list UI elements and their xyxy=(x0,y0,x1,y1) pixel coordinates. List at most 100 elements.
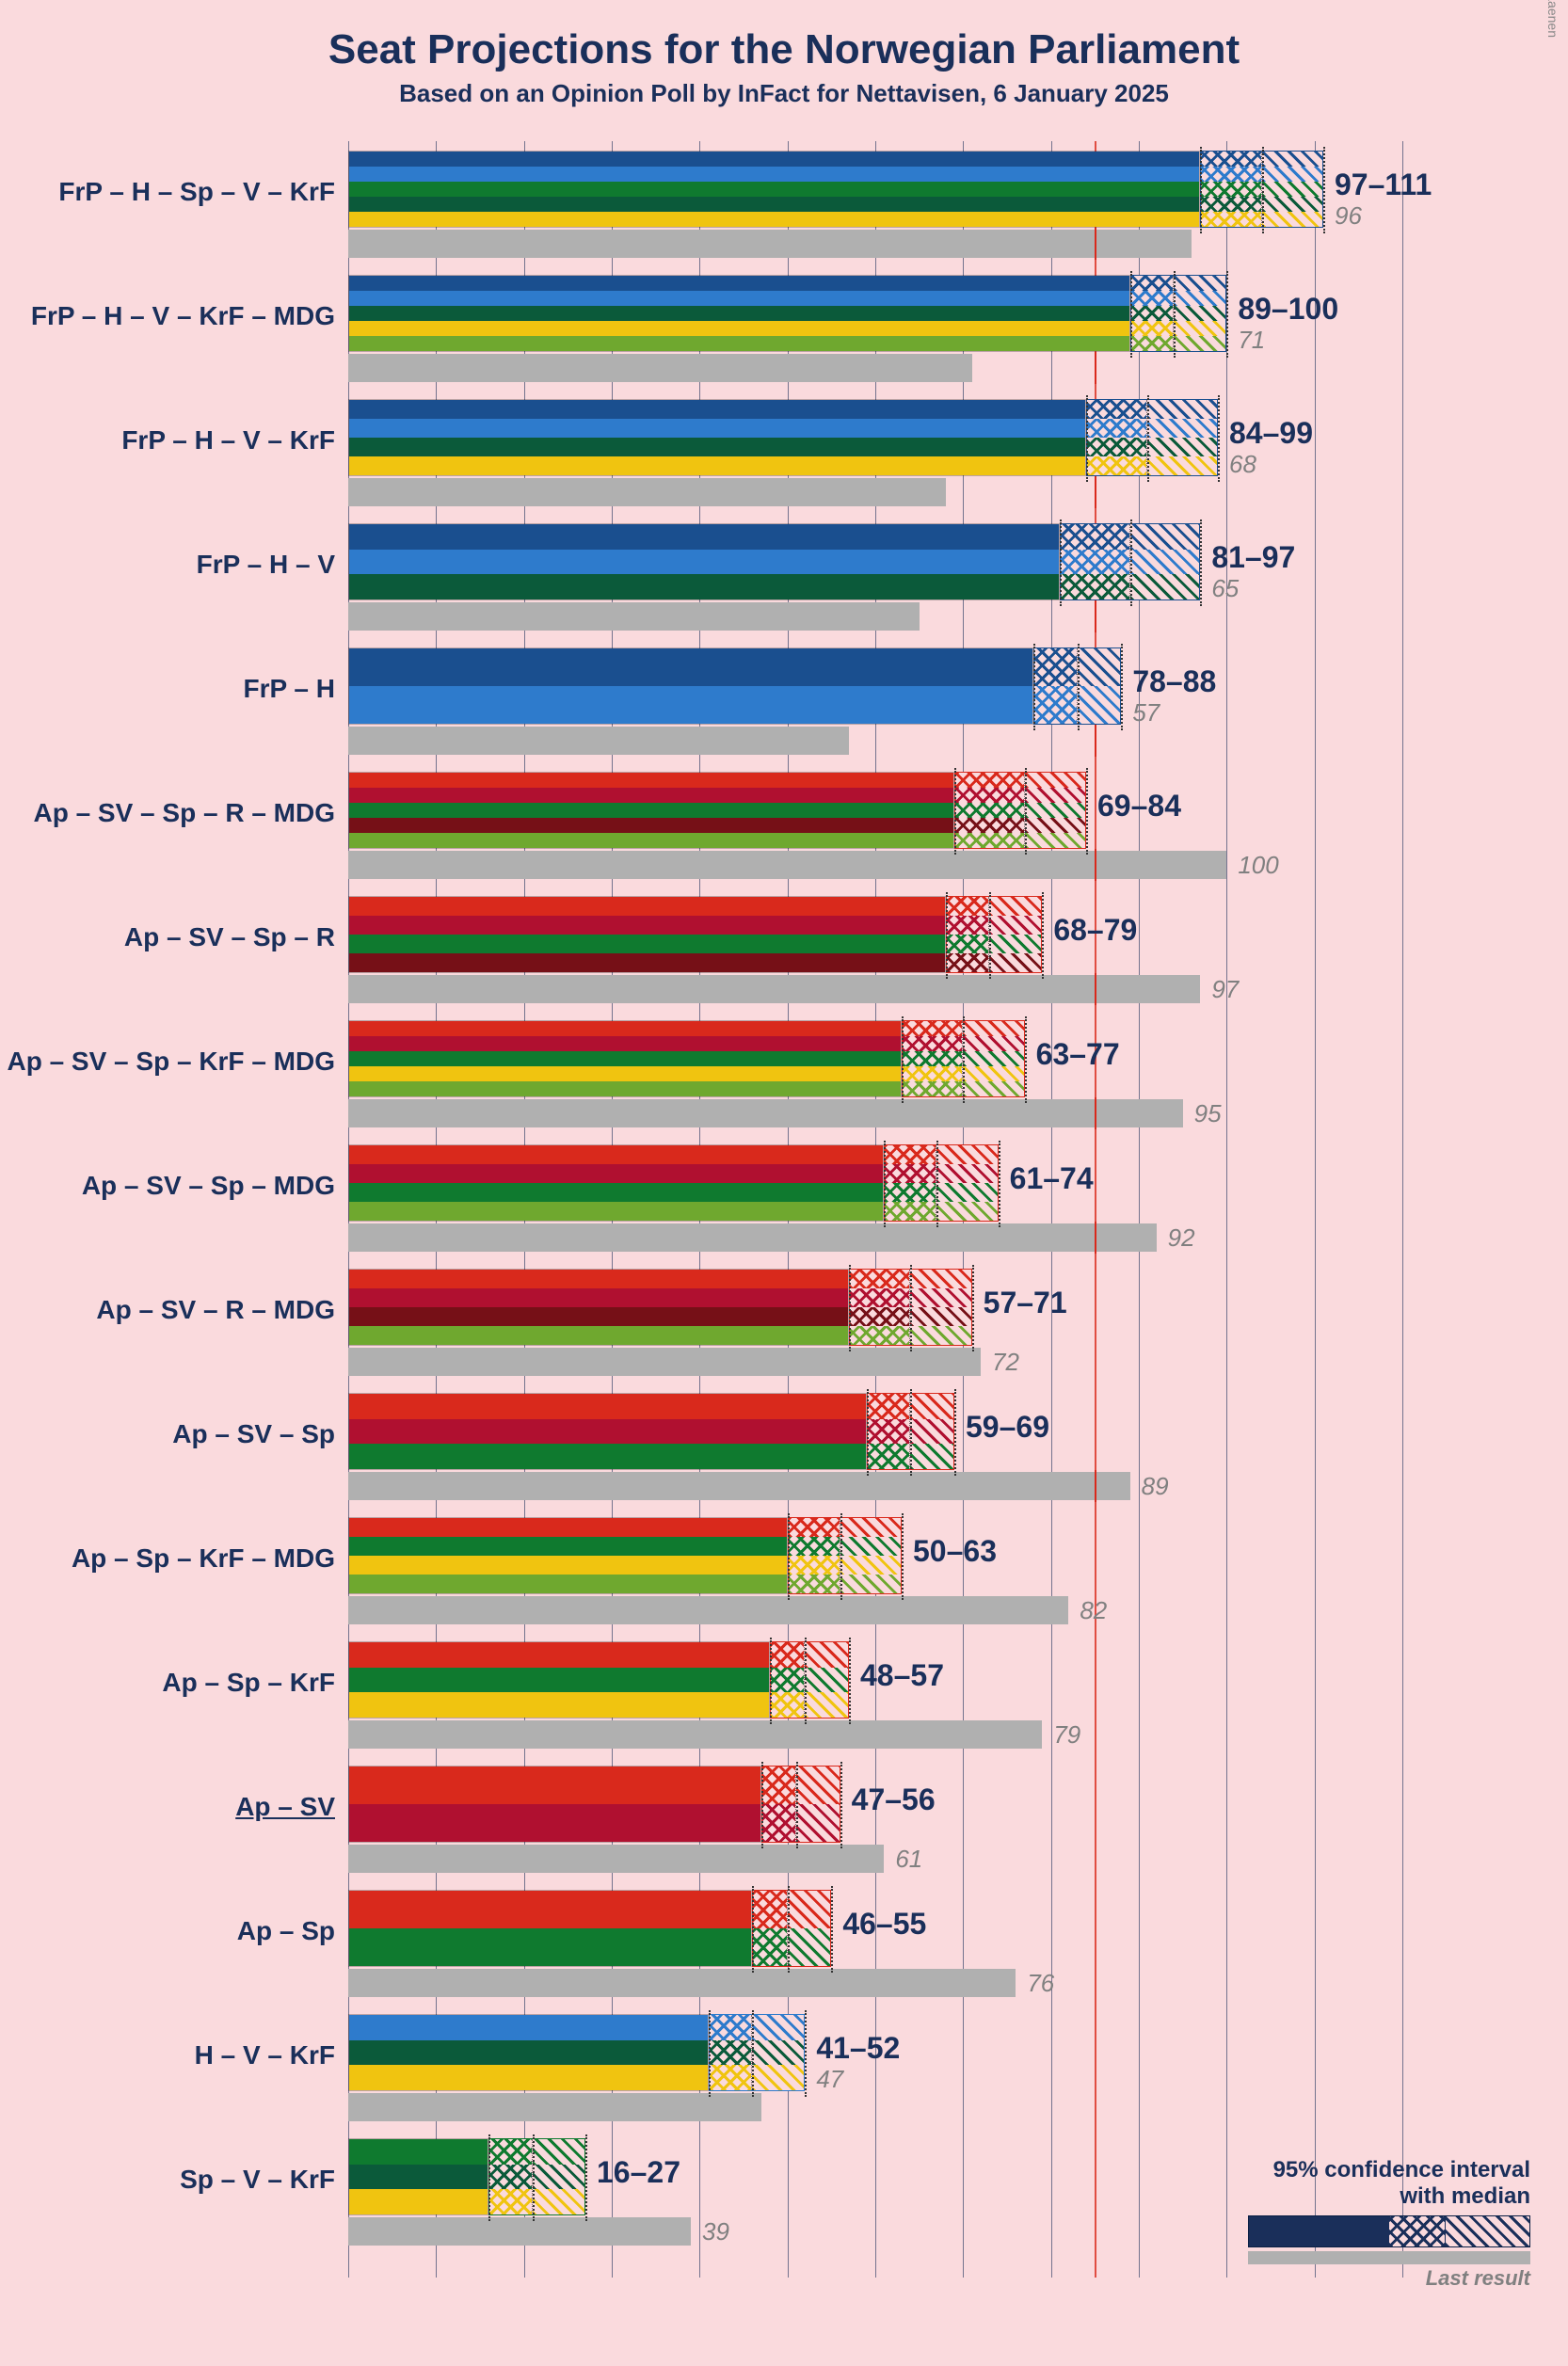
coalition-label: FrP – H – Sp – V – KrF xyxy=(58,177,335,207)
last-result-bar xyxy=(348,602,920,631)
confidence-interval xyxy=(1130,275,1227,352)
gridline xyxy=(1402,141,1403,2278)
ci-tick xyxy=(1042,892,1044,979)
ci-tick xyxy=(1226,271,1228,358)
projection-bar xyxy=(348,896,946,973)
ci-tick xyxy=(788,1513,790,1600)
last-result-value: 76 xyxy=(1027,1969,1054,1998)
coalition-label: H – V – KrF xyxy=(195,2040,335,2070)
ci-tick xyxy=(972,1265,974,1351)
last-result-value: 96 xyxy=(1335,201,1362,231)
range-value: 47–56 xyxy=(852,1782,936,1817)
projection-bar xyxy=(348,772,954,849)
ci-tick xyxy=(1218,395,1220,482)
coalition-label: Ap – Sp – KrF – MDG xyxy=(72,1543,335,1574)
projection-bar xyxy=(348,1890,752,1967)
last-result-value: 68 xyxy=(1229,450,1256,479)
coalition-row: H – V – KrF41–5247 xyxy=(348,2010,1402,2134)
ci-tick xyxy=(796,1762,798,1848)
ci-tick xyxy=(989,892,991,979)
last-result-value: 100 xyxy=(1238,851,1278,880)
ci-tick xyxy=(840,1513,842,1600)
ci-tick xyxy=(1078,644,1080,730)
ci-tick xyxy=(805,1638,807,1724)
last-result-value: 72 xyxy=(992,1348,1019,1377)
coalition-row: FrP – H – V – KrF – MDG89–10071 xyxy=(348,271,1402,395)
range-value: 84–99 xyxy=(1229,416,1313,451)
range-value: 68–79 xyxy=(1053,913,1137,948)
coalition-label: Ap – SV xyxy=(235,1792,335,1822)
majority-tick xyxy=(1095,476,1096,508)
last-result-bar xyxy=(348,2217,691,2246)
coalition-row: FrP – H – V – KrF84–9968 xyxy=(348,395,1402,520)
ci-tick xyxy=(936,1141,938,1227)
coalition-row: Ap – SV47–5661 xyxy=(348,1762,1402,1886)
coalition-label: Ap – Sp – KrF xyxy=(162,1668,335,1698)
coalition-row: Ap – SV – Sp – MDG61–7492 xyxy=(348,1141,1402,1265)
ci-tick xyxy=(884,1141,886,1227)
last-result-value: 97 xyxy=(1211,975,1239,1004)
ci-tick xyxy=(770,1638,772,1724)
confidence-interval xyxy=(752,1890,831,1967)
ci-tick xyxy=(752,2010,754,2097)
majority-tick xyxy=(1095,973,1096,1005)
last-result-bar xyxy=(348,727,849,755)
ci-tick xyxy=(954,768,956,855)
ci-tick xyxy=(910,1389,912,1476)
coalition-label: Ap – SV – Sp – MDG xyxy=(82,1171,335,1201)
last-result-bar xyxy=(348,1969,1016,1997)
ci-tick xyxy=(1147,395,1149,482)
projection-bar xyxy=(348,1020,902,1097)
chart-plot-area: FrP – H – Sp – V – KrF97–11196FrP – H – … xyxy=(348,141,1402,2278)
projection-bar xyxy=(348,275,1130,352)
coalition-label: Ap – SV – R – MDG xyxy=(96,1295,335,1325)
ci-tick xyxy=(867,1389,869,1476)
confidence-interval xyxy=(709,2014,806,2091)
last-result-value: 65 xyxy=(1211,574,1239,603)
coalition-label: FrP – H xyxy=(243,674,335,704)
coalition-row: Ap – SV – Sp59–6989 xyxy=(348,1389,1402,1513)
range-value: 41–52 xyxy=(816,2031,900,2066)
ci-tick xyxy=(805,2010,807,2097)
last-result-bar xyxy=(348,1223,1157,1252)
last-result-bar xyxy=(348,1099,1183,1127)
projection-bar xyxy=(348,151,1200,228)
ci-tick xyxy=(752,1886,754,1973)
chart-title: Seat Projections for the Norwegian Parli… xyxy=(0,0,1568,73)
projection-bar xyxy=(348,399,1086,476)
ci-tick xyxy=(902,1016,904,1103)
majority-tick xyxy=(1095,1470,1096,1502)
majority-tick xyxy=(1095,725,1096,757)
copyright-text: © 2025 Filip van Laenen xyxy=(1545,0,1560,38)
ci-tick xyxy=(1086,395,1088,482)
majority-tick xyxy=(1095,849,1096,881)
ci-tick xyxy=(533,2134,535,2221)
last-result-value: 57 xyxy=(1132,698,1160,727)
coalition-label: FrP – H – V – KrF – MDG xyxy=(31,301,335,331)
coalition-row: FrP – H – Sp – V – KrF97–11196 xyxy=(348,147,1402,271)
confidence-interval xyxy=(488,2138,585,2215)
last-result-bar xyxy=(348,230,1192,258)
ci-tick xyxy=(1323,147,1325,233)
last-result-bar xyxy=(348,1472,1130,1500)
coalition-row: Ap – SV – Sp – R – MDG69–84100 xyxy=(348,768,1402,892)
confidence-interval xyxy=(884,1144,998,1222)
last-result-value: 47 xyxy=(816,2065,843,2094)
ci-tick xyxy=(902,1513,904,1600)
ci-tick xyxy=(1200,147,1202,233)
legend-ci-label-2: with median xyxy=(1210,2183,1530,2210)
range-value: 16–27 xyxy=(597,2155,680,2190)
chart-subtitle: Based on an Opinion Poll by InFact for N… xyxy=(0,79,1568,108)
confidence-interval xyxy=(1086,399,1218,476)
ci-tick xyxy=(1060,520,1062,606)
coalition-row: Ap – Sp – KrF48–5779 xyxy=(348,1638,1402,1762)
range-value: 78–88 xyxy=(1132,664,1216,699)
last-result-value: 61 xyxy=(895,1845,922,1874)
coalition-row: FrP – H – V81–9765 xyxy=(348,520,1402,644)
range-value: 50–63 xyxy=(913,1534,997,1569)
majority-tick xyxy=(1095,1097,1096,1129)
projection-bar xyxy=(348,1144,884,1222)
confidence-interval xyxy=(770,1641,849,1719)
coalition-label: Ap – SV – Sp – R – MDG xyxy=(33,798,335,828)
ci-tick xyxy=(1130,520,1132,606)
